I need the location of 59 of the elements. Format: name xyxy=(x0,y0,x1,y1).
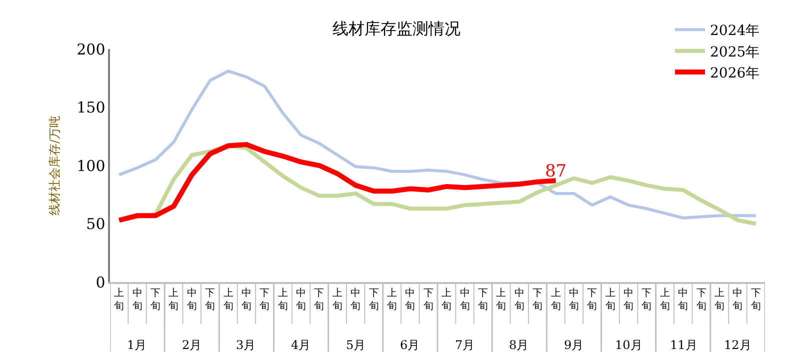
x-tick-label: 下旬 xyxy=(205,288,216,312)
x-tick-label: 下旬 xyxy=(587,288,598,312)
text: 1月 xyxy=(127,338,147,352)
x-tick-label: 下旬 xyxy=(750,288,761,312)
x-tick-label: 上旬 xyxy=(387,286,398,312)
x-tick-label: 下旬 xyxy=(423,288,434,312)
x-tick-label: 下旬 xyxy=(696,288,706,312)
x-tick-label: 上旬 xyxy=(714,286,725,312)
text: 5月 xyxy=(346,338,366,352)
text: 6月 xyxy=(400,338,420,352)
x-tick-label: 中旬 xyxy=(405,286,416,312)
x-tick-label: 上旬 xyxy=(605,286,616,312)
x-tick-label: 下旬 xyxy=(478,288,488,312)
x-tick-label: 上旬 xyxy=(442,286,452,312)
x-tick-label: 下旬 xyxy=(314,288,324,312)
text: 7月 xyxy=(455,338,475,352)
legend-label: 2026年 xyxy=(710,66,760,82)
y-tick-label: 200 xyxy=(76,40,106,58)
x-tick-label: 中旬 xyxy=(624,286,634,312)
data-label: 87 xyxy=(544,161,567,182)
x-tick-label: 中旬 xyxy=(186,286,197,312)
text: 3月 xyxy=(236,338,256,352)
x-tick-label: 上旬 xyxy=(278,286,288,312)
y-tick-label: 50 xyxy=(86,215,106,233)
x-tick-label: 中旬 xyxy=(514,286,524,312)
x-tick-label: 上旬 xyxy=(168,286,179,312)
legend-label: 2024年 xyxy=(710,23,760,40)
x-tick-label: 中旬 xyxy=(568,286,579,312)
text: 11月 xyxy=(670,338,698,352)
x-tick-label: 中旬 xyxy=(460,286,470,312)
text: 8月 xyxy=(509,338,529,352)
y-axis-title: 线材社会库存/万吨 xyxy=(47,115,62,216)
chart-title: 线材库存监测情况 xyxy=(332,18,460,38)
x-tick-label: 下旬 xyxy=(642,288,652,312)
x-tick-label: 下旬 xyxy=(532,288,543,312)
y-tick-label: 150 xyxy=(76,98,106,116)
y-tick-label: 100 xyxy=(76,156,106,175)
x-tick-label: 上旬 xyxy=(660,286,670,312)
x-tick-label: 下旬 xyxy=(260,288,270,312)
x-tick-label: 中旬 xyxy=(350,286,361,312)
legend-label: 2025年 xyxy=(710,44,760,60)
x-tick-label: 下旬 xyxy=(150,288,160,312)
x-tick-label: 上旬 xyxy=(332,286,342,312)
x-tick-label: 中旬 xyxy=(132,286,142,312)
x-tick-label: 中旬 xyxy=(678,286,688,312)
x-tick-label: 中旬 xyxy=(296,286,306,312)
x-tick-label: 上旬 xyxy=(114,286,124,312)
text: 4月 xyxy=(291,338,311,352)
y-tick-label: 0 xyxy=(96,273,106,292)
x-tick-label: 中旬 xyxy=(241,286,252,312)
x-tick-label: 中旬 xyxy=(732,286,743,312)
x-tick-label: 下旬 xyxy=(368,288,379,312)
text: 9月 xyxy=(564,338,584,352)
text: 12月 xyxy=(724,338,752,352)
x-tick-label: 上旬 xyxy=(496,286,506,312)
text: 10月 xyxy=(615,338,642,352)
text: 2月 xyxy=(182,338,202,352)
x-tick-label: 上旬 xyxy=(550,286,561,312)
x-tick-label: 上旬 xyxy=(223,286,234,312)
